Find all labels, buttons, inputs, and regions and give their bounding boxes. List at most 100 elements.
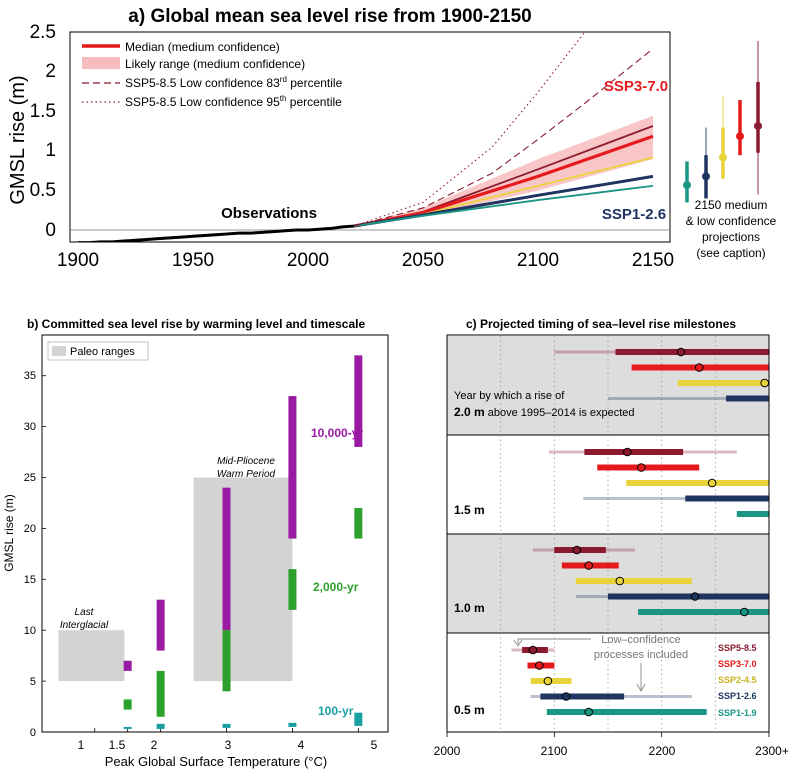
median-marker bbox=[707, 478, 717, 488]
panel-b-plot bbox=[42, 355, 363, 733]
paleo-label-line: Mid-Pliocene bbox=[217, 456, 275, 467]
median-marker bbox=[694, 363, 704, 372]
paleo-range-box bbox=[193, 477, 293, 682]
side-median-dot bbox=[736, 132, 744, 141]
panel-a-ylabel: GMSL rise (m) bbox=[7, 75, 29, 204]
bar-100yr bbox=[354, 712, 363, 726]
side-projections-caption: 2150 medium & low confidence projections… bbox=[686, 198, 777, 260]
scenario-legend-label: SSP3-7.0 bbox=[718, 659, 757, 669]
panel-c-panel-labels: 1.5 m 1.0 m 0.5 m bbox=[454, 503, 485, 717]
y-tick-label: 35 bbox=[24, 370, 36, 382]
y-tick-label: 2.5 bbox=[30, 22, 56, 43]
bar-10000yr bbox=[354, 355, 363, 447]
panel-c: c) Projected timing of sea–level rise mi… bbox=[434, 317, 789, 758]
panel-b-title: b) Committed sea level rise by warming l… bbox=[27, 317, 365, 331]
timescale-label: 100-yr bbox=[318, 704, 354, 718]
x-tick-label: 2100 bbox=[517, 250, 559, 271]
scenario-legend-label: SSP1-2.6 bbox=[718, 691, 757, 701]
x-tick-label: 1.5 bbox=[109, 738, 126, 752]
panel-a-y-ticks: 0 0.5 1 1.5 2 2.5 bbox=[30, 22, 56, 241]
observations-line bbox=[78, 224, 355, 242]
caption-line: (see caption) bbox=[696, 246, 765, 260]
panel-c-x-ticks: 2000 2100 2200 2300+ bbox=[434, 744, 789, 758]
panel-b: b) Committed sea level rise by warming l… bbox=[2, 317, 389, 769]
legend-label: SSP5-8.5 Low confidence 83rd percentile bbox=[125, 75, 343, 90]
bar-10000yr bbox=[222, 487, 231, 631]
median-marker bbox=[740, 607, 749, 617]
median-marker bbox=[561, 692, 571, 701]
x-tick-label: 2200 bbox=[649, 744, 676, 758]
caption-line: 2150 medium bbox=[695, 198, 768, 212]
bar-2000yr bbox=[222, 630, 231, 692]
paleo-range-box bbox=[58, 630, 125, 682]
y-tick-label: 25 bbox=[24, 472, 36, 484]
annotation-line: processes included bbox=[594, 649, 688, 661]
bar-10000yr bbox=[288, 396, 297, 539]
caption-line: projections bbox=[702, 230, 760, 244]
median-marker bbox=[676, 347, 686, 357]
legend-label: SSP5-8.5 Low confidence 95th percentile bbox=[125, 94, 342, 109]
panel-a-frame bbox=[69, 31, 671, 243]
panel-c-title: c) Projected timing of sea–level rise mi… bbox=[466, 317, 736, 331]
bar-100yr bbox=[222, 723, 231, 728]
x-tick-label: 2050 bbox=[402, 250, 444, 271]
timescale-labels: 10,000-yr 2,000-yr 100-yr bbox=[311, 426, 363, 718]
side-median-dot bbox=[754, 121, 762, 130]
bar-2000yr bbox=[288, 569, 297, 610]
panel-a-x-ticks: 1900 1950 2000 2050 2100 2150 bbox=[57, 250, 674, 271]
x-tick-label: 2100 bbox=[541, 744, 568, 758]
y-tick-label: 1 bbox=[45, 140, 56, 161]
side-median-dot bbox=[719, 153, 727, 162]
bar-10000yr bbox=[156, 599, 165, 651]
side-median-dot bbox=[702, 172, 710, 181]
scenario-legend: SSP5-8.5 SSP3-7.0 SSP2-4.5 SSP1-2.6 SSP1… bbox=[718, 643, 757, 718]
median-marker bbox=[584, 707, 593, 717]
y-tick-label: 2 bbox=[45, 61, 56, 82]
median-marker bbox=[690, 592, 700, 601]
y-tick-label: 10 bbox=[24, 625, 36, 637]
panel-a-data bbox=[78, 32, 654, 242]
panel-c-plot bbox=[446, 336, 770, 737]
median-marker bbox=[760, 378, 770, 388]
bar-2000yr bbox=[156, 670, 165, 717]
series-line-ssp1-1.9 bbox=[353, 184, 654, 227]
paleo-legend-box bbox=[47, 341, 149, 361]
y-tick-label: 20 bbox=[24, 523, 36, 535]
bar-10000yr bbox=[123, 660, 132, 671]
likely-range-band bbox=[354, 115, 653, 227]
bar-100yr bbox=[156, 723, 165, 729]
median-marker bbox=[636, 463, 646, 472]
paleo-legend-label: Paleo ranges bbox=[70, 346, 135, 358]
caption-line: Year by which a rise of bbox=[454, 390, 565, 402]
legend-label: Likely range (medium confidence) bbox=[125, 57, 305, 71]
x-tick-label: 2 bbox=[151, 738, 158, 752]
panel-b-legend: Paleo ranges bbox=[47, 341, 149, 361]
x-tick-label: 3 bbox=[225, 738, 232, 752]
y-tick-label: 15 bbox=[24, 574, 36, 586]
panel-a-title: a) Global mean sea level rise from 1900-… bbox=[128, 6, 531, 27]
x-tick-label: 2000 bbox=[434, 744, 461, 758]
panel-b-frame bbox=[41, 334, 389, 733]
low-confidence-annotation: Low–confidence processes included bbox=[513, 634, 688, 692]
x-tick-label: 2150 bbox=[632, 250, 674, 271]
panel-c-frame bbox=[446, 334, 770, 733]
median-marker bbox=[584, 561, 593, 570]
median-marker bbox=[535, 661, 544, 670]
paleo-label-line: Interglacial bbox=[60, 620, 109, 631]
side-median-dot bbox=[683, 181, 691, 190]
y-tick-label: 0.5 bbox=[30, 180, 56, 201]
x-tick-label: 2300+ bbox=[755, 744, 789, 758]
caption-line: 2.0 m above 1995–2014 is expected bbox=[454, 405, 635, 419]
panel-b-xlabel: Peak Global Surface Temperature (°C) bbox=[105, 754, 327, 769]
x-tick-label: 1 bbox=[78, 738, 85, 752]
paleo-legend-swatch bbox=[52, 346, 66, 356]
caption-line: & low confidence bbox=[686, 214, 777, 228]
x-tick-label: 1900 bbox=[57, 250, 99, 271]
scenario-legend-label: SSP5-8.5 bbox=[718, 643, 757, 653]
median-marker bbox=[528, 645, 538, 655]
bar-2000yr bbox=[123, 699, 132, 710]
y-tick-label: 1.5 bbox=[30, 101, 56, 122]
ssp126-label: SSP1-2.6 bbox=[602, 206, 666, 223]
panel-a-legend: Median (medium confidence) Likely range … bbox=[82, 40, 343, 109]
